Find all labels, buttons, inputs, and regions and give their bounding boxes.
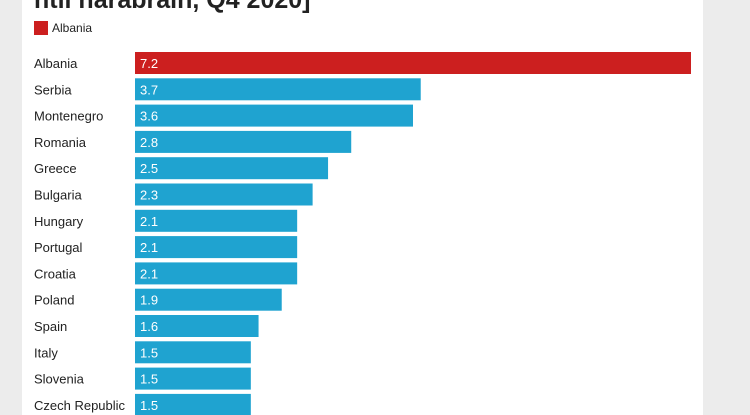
category-label: Greece bbox=[34, 161, 77, 176]
value-label: 2.8 bbox=[140, 135, 158, 150]
category-label: Croatia bbox=[34, 266, 77, 281]
value-label: 1.6 bbox=[140, 319, 158, 334]
category-label: Bulgaria bbox=[34, 188, 82, 203]
value-label: 2.1 bbox=[140, 266, 158, 281]
legend-swatch bbox=[34, 21, 48, 35]
bar bbox=[135, 367, 251, 390]
value-label: 3.7 bbox=[140, 82, 158, 97]
value-label: 2.1 bbox=[140, 214, 158, 229]
bar bbox=[135, 315, 259, 337]
bar bbox=[135, 288, 282, 311]
value-label: 3.6 bbox=[140, 109, 158, 124]
category-label: Albania bbox=[34, 56, 78, 71]
bar bbox=[135, 104, 413, 127]
bar bbox=[135, 183, 313, 206]
value-label: 1.5 bbox=[140, 398, 158, 413]
bar bbox=[135, 78, 421, 101]
chart-title: ntil harabrain, Q4 2020] bbox=[34, 0, 311, 14]
value-label: 1.5 bbox=[140, 372, 158, 387]
value-label: 1.9 bbox=[140, 293, 158, 308]
category-label: Spain bbox=[34, 319, 67, 334]
value-label: 2.5 bbox=[140, 161, 158, 176]
category-label: Serbia bbox=[34, 82, 72, 97]
bar bbox=[135, 209, 298, 232]
bar bbox=[135, 157, 329, 180]
category-label: Czech Republic bbox=[34, 398, 126, 413]
bar bbox=[135, 341, 251, 364]
category-label: Hungary bbox=[34, 214, 84, 229]
bar bbox=[135, 262, 298, 285]
value-label: 7.2 bbox=[140, 56, 158, 71]
bar bbox=[135, 52, 691, 74]
bar-chart: Albania 7.2 Serbia 3.7 Montenegro 3.6 Romania 2… bbox=[34, 52, 691, 415]
legend-label: Albania bbox=[52, 21, 93, 35]
value-label: 2.3 bbox=[140, 188, 158, 203]
category-label: Italy bbox=[34, 345, 58, 360]
category-label: Romania bbox=[34, 135, 87, 150]
chart-card: ntil harabrain, Q4 2020] Albania Albania… bbox=[22, 0, 703, 415]
category-label: Portugal bbox=[34, 240, 83, 255]
bar bbox=[135, 393, 251, 415]
bar bbox=[135, 236, 298, 259]
legend: Albania bbox=[34, 21, 92, 35]
value-label: 2.1 bbox=[140, 240, 158, 255]
value-label: 1.5 bbox=[140, 345, 158, 360]
category-label: Poland bbox=[34, 293, 74, 308]
category-label: Montenegro bbox=[34, 109, 103, 124]
bar bbox=[135, 130, 352, 153]
category-label: Slovenia bbox=[34, 372, 85, 387]
